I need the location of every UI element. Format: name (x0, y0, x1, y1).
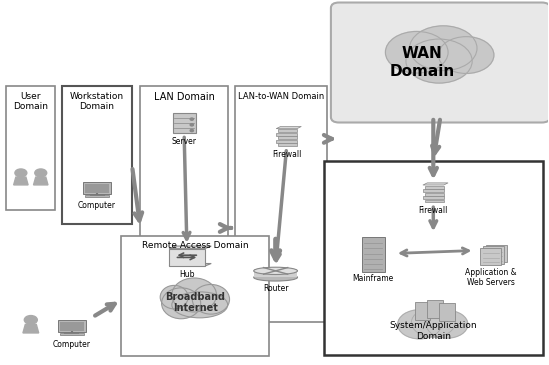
Circle shape (426, 311, 468, 338)
FancyBboxPatch shape (235, 86, 327, 323)
Text: Hub: Hub (179, 270, 195, 280)
Ellipse shape (172, 292, 228, 318)
FancyBboxPatch shape (278, 129, 297, 132)
Text: Server: Server (172, 137, 197, 146)
FancyBboxPatch shape (83, 181, 111, 194)
Polygon shape (276, 127, 301, 129)
FancyBboxPatch shape (483, 246, 504, 264)
FancyBboxPatch shape (480, 247, 501, 265)
FancyBboxPatch shape (331, 3, 549, 123)
Ellipse shape (254, 274, 298, 281)
Text: Firewall: Firewall (272, 150, 301, 159)
Text: User
Domain: User Domain (13, 92, 48, 111)
Polygon shape (423, 183, 448, 185)
Text: Router: Router (263, 284, 288, 293)
Circle shape (397, 310, 441, 339)
Text: System/Application
Domain: System/Application Domain (389, 321, 477, 341)
Polygon shape (33, 177, 48, 185)
FancyBboxPatch shape (425, 185, 444, 189)
FancyBboxPatch shape (85, 184, 109, 193)
FancyBboxPatch shape (439, 303, 455, 321)
Ellipse shape (192, 284, 229, 314)
Circle shape (410, 26, 477, 71)
FancyBboxPatch shape (362, 237, 384, 272)
FancyBboxPatch shape (62, 86, 132, 224)
Polygon shape (169, 249, 205, 266)
Circle shape (411, 308, 455, 337)
Polygon shape (169, 264, 211, 266)
FancyBboxPatch shape (423, 189, 444, 192)
Ellipse shape (160, 285, 188, 309)
Circle shape (385, 31, 448, 73)
Circle shape (190, 118, 193, 120)
Circle shape (35, 169, 47, 177)
Ellipse shape (254, 267, 298, 274)
FancyBboxPatch shape (60, 322, 84, 331)
FancyBboxPatch shape (172, 114, 195, 134)
FancyBboxPatch shape (254, 269, 298, 277)
Circle shape (15, 169, 27, 177)
FancyBboxPatch shape (58, 320, 86, 332)
FancyBboxPatch shape (60, 333, 84, 335)
Circle shape (190, 124, 193, 126)
Text: Firewall: Firewall (419, 206, 448, 215)
Text: Workstation
Domain: Workstation Domain (70, 92, 124, 111)
FancyBboxPatch shape (425, 200, 444, 203)
Polygon shape (169, 246, 211, 249)
FancyBboxPatch shape (425, 193, 444, 196)
Polygon shape (14, 177, 28, 185)
Circle shape (439, 36, 494, 73)
Text: WAN
Domain: WAN Domain (390, 46, 455, 79)
Text: Remote Access Domain: Remote Access Domain (142, 241, 248, 250)
FancyBboxPatch shape (427, 300, 442, 318)
Text: Computer: Computer (78, 201, 116, 210)
FancyBboxPatch shape (278, 143, 297, 146)
Ellipse shape (161, 288, 201, 319)
Circle shape (406, 39, 472, 83)
FancyBboxPatch shape (6, 86, 55, 210)
Circle shape (24, 316, 37, 324)
Text: LAN Domain: LAN Domain (154, 92, 215, 101)
FancyBboxPatch shape (85, 195, 109, 197)
FancyBboxPatch shape (486, 245, 507, 262)
Text: Application &
Web Servers: Application & Web Servers (465, 268, 517, 287)
FancyBboxPatch shape (324, 161, 543, 355)
FancyBboxPatch shape (414, 303, 430, 320)
Text: Broadband
Internet: Broadband Internet (165, 292, 225, 313)
Text: LAN-to-WAN Domain: LAN-to-WAN Domain (238, 92, 324, 101)
FancyBboxPatch shape (423, 196, 444, 199)
FancyBboxPatch shape (121, 236, 269, 356)
FancyBboxPatch shape (276, 133, 297, 136)
FancyBboxPatch shape (141, 86, 228, 323)
FancyBboxPatch shape (278, 136, 297, 139)
Text: Mainframe: Mainframe (352, 274, 394, 284)
Text: Computer: Computer (53, 339, 91, 349)
Ellipse shape (172, 278, 216, 312)
FancyBboxPatch shape (276, 140, 297, 143)
Circle shape (190, 130, 193, 132)
Polygon shape (23, 324, 38, 333)
